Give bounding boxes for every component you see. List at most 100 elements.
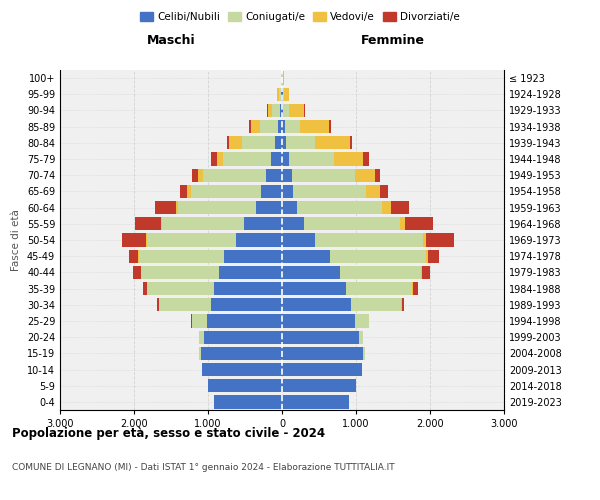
Bar	[401, 298, 404, 312]
Bar	[280, 104, 282, 117]
Bar	[282, 152, 289, 166]
Bar	[162, 217, 244, 230]
Bar	[282, 217, 304, 230]
Bar	[382, 201, 391, 214]
Bar	[282, 250, 330, 263]
Bar	[133, 266, 140, 279]
Bar	[289, 104, 304, 117]
Bar	[129, 250, 139, 263]
Bar	[282, 346, 364, 360]
Bar	[267, 104, 268, 117]
Bar	[250, 120, 251, 134]
Bar	[271, 152, 282, 166]
Bar	[285, 120, 300, 134]
Bar	[122, 234, 146, 246]
Bar	[157, 298, 159, 312]
Text: Femmine: Femmine	[361, 34, 425, 48]
Bar	[283, 104, 289, 117]
Bar	[282, 330, 359, 344]
Bar	[359, 330, 362, 344]
Bar	[139, 250, 224, 263]
Bar	[380, 185, 388, 198]
Bar	[143, 282, 147, 295]
Bar	[203, 330, 282, 344]
Bar	[146, 234, 148, 246]
Bar	[282, 136, 286, 149]
Bar	[314, 136, 350, 149]
Bar	[219, 266, 282, 279]
Bar	[422, 266, 430, 279]
Bar	[422, 234, 425, 246]
Bar	[350, 136, 352, 149]
Bar	[282, 379, 356, 392]
Bar	[135, 217, 161, 230]
Bar	[289, 152, 334, 166]
Bar	[161, 217, 162, 230]
Bar	[284, 88, 289, 101]
Bar	[244, 217, 282, 230]
Bar	[425, 234, 454, 246]
Bar	[211, 298, 282, 312]
Bar	[365, 185, 380, 198]
Legend: Celibi/Nubili, Coniugati/e, Vedovi/e, Divorziati/e: Celibi/Nubili, Coniugati/e, Vedovi/e, Di…	[136, 8, 464, 26]
Bar	[223, 152, 271, 166]
Bar	[391, 201, 409, 214]
Bar	[278, 120, 282, 134]
Bar	[421, 266, 422, 279]
Text: Popolazione per età, sesso e stato civile - 2024: Popolazione per età, sesso e stato civil…	[12, 428, 325, 440]
Bar	[300, 120, 329, 134]
Bar	[282, 120, 285, 134]
Bar	[282, 185, 293, 198]
Bar	[251, 120, 260, 134]
Bar	[224, 250, 282, 263]
Bar	[140, 266, 142, 279]
Bar	[282, 396, 349, 408]
Bar	[316, 234, 422, 246]
Bar	[199, 330, 203, 344]
Bar	[329, 120, 331, 134]
Bar	[282, 298, 351, 312]
Bar	[364, 346, 365, 360]
Bar	[277, 88, 278, 101]
Bar	[211, 152, 217, 166]
Bar	[159, 298, 211, 312]
Bar	[304, 217, 400, 230]
Bar	[192, 314, 206, 328]
Bar	[227, 136, 229, 149]
Bar	[292, 168, 355, 182]
Bar	[346, 282, 412, 295]
Bar	[191, 185, 261, 198]
Bar	[275, 136, 282, 149]
Bar	[281, 88, 282, 101]
Bar	[272, 104, 280, 117]
Bar	[282, 314, 355, 328]
Bar	[282, 104, 283, 117]
Bar	[214, 396, 282, 408]
Bar	[208, 379, 282, 392]
Bar	[282, 266, 340, 279]
Bar	[286, 136, 314, 149]
Bar	[256, 201, 282, 214]
Text: COMUNE DI LEGNANO (MI) - Dati ISTAT 1° gennaio 2024 - Elaborazione TUTTITALIA.IT: COMUNE DI LEGNANO (MI) - Dati ISTAT 1° g…	[12, 462, 395, 471]
Bar	[293, 185, 365, 198]
Bar	[283, 72, 284, 85]
Bar	[334, 152, 364, 166]
Bar	[202, 363, 282, 376]
Bar	[400, 217, 405, 230]
Bar	[260, 120, 278, 134]
Bar	[192, 168, 197, 182]
Bar	[214, 282, 282, 295]
Bar	[412, 282, 413, 295]
Bar	[364, 152, 368, 166]
Bar	[282, 363, 362, 376]
Bar	[187, 185, 191, 198]
Bar	[199, 346, 200, 360]
Bar	[229, 136, 242, 149]
Bar	[426, 250, 428, 263]
Bar	[351, 298, 401, 312]
Y-axis label: Fasce di età: Fasce di età	[11, 209, 21, 271]
Bar	[297, 201, 382, 214]
Bar	[355, 168, 375, 182]
Bar	[142, 266, 219, 279]
Bar	[180, 185, 187, 198]
